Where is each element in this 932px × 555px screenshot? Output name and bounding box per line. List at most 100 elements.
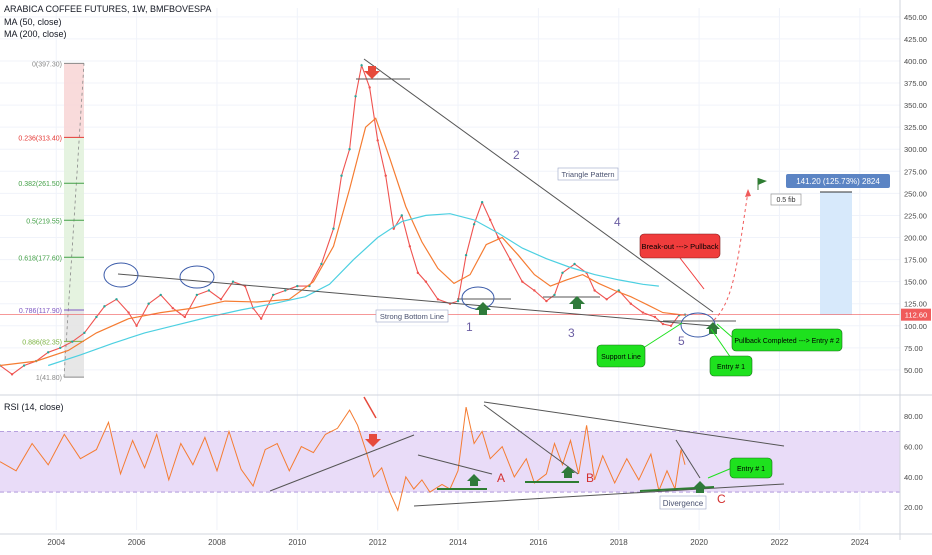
ma50-legend[interactable]: MA (50, close) [4,17,62,27]
entry1-price-text: Entry # 1 [717,364,745,371]
price-tick-label-8: 250.00 [904,189,927,198]
price-point-47 [480,201,484,204]
rsi-a-resistance[interactable] [417,454,493,475]
price-tick-label-10: 200.00 [904,234,927,243]
wave-label-4: 4 [614,215,621,229]
strong-bottom-line-label[interactable]: Strong Bottom Line [375,309,449,323]
ma200-legend[interactable]: MA (200, close) [4,29,67,39]
price-point-11 [127,311,130,314]
price-point-26 [296,284,299,288]
series-line-price [0,63,686,375]
entry1-price-callout[interactable]: Entry # 1 [709,355,753,377]
fib-zone-top [64,63,84,138]
rsi-label-b: B [586,471,594,485]
price-point-48 [488,218,492,222]
price-point-12 [135,324,138,327]
divergence-text: Divergence [663,499,704,508]
rsi-c-resistance[interactable] [675,439,701,479]
support-callout-line [639,322,683,351]
price-tick-label-12: 150.00 [904,278,927,287]
fib-level-label-1: 0.236(313.40) [18,135,62,142]
price-point-14 [159,293,162,297]
divergence-label[interactable]: Divergence [659,495,707,510]
price-point-6 [71,340,74,343]
projection-label[interactable]: 141.20 (125.73%) 2824 [786,174,890,188]
strong-bottom-line-text: Strong Bottom Line [380,312,444,321]
price-point-55 [561,271,564,275]
price-point-40 [416,271,420,275]
price-point-15 [171,306,174,310]
price-point-42 [436,298,440,301]
price-point-31 [348,148,351,151]
wave-label-5: 5 [678,334,685,348]
rsi-green-arrow-up-icon-c [693,481,707,493]
price-point-44 [456,299,460,303]
price-point-30 [340,174,343,177]
price-tick-label-15: 75.00 [904,344,923,353]
fib-level-label-4: 0.618(177.60) [18,255,62,262]
support-line-text: Support Line [601,354,641,361]
price-point-1 [10,373,14,376]
price-point-8 [95,315,98,319]
price-point-41 [424,280,428,283]
price-point-62 [641,311,645,314]
break-out-callout[interactable]: Break-out ---> Pullback [639,233,721,259]
price-point-64 [661,322,665,326]
price-point-53 [545,299,548,303]
entry1-rsi-callout[interactable]: Entry # 1 [729,457,773,479]
circle-2007[interactable] [179,265,215,289]
breakout-callout-line [679,257,705,290]
half-fib-label[interactable]: 0.5 fib [770,193,802,206]
price-point-49 [497,236,500,239]
triangle-pattern-text: Triangle Pattern [561,170,614,179]
strong-bottom-line[interactable] [117,273,714,327]
entry-callout-line-rsi [707,467,733,479]
red-arrow-down-icon [364,66,380,79]
wave-label-1: 1 [466,320,473,334]
price-point-45 [464,253,468,257]
price-tick-label-14: 100.00 [904,322,927,331]
green-arrow-up-icon-1 [475,302,491,315]
annotations-layer: 1 2 3 4 5 A B C Triangle Pattern Strong … [375,148,890,510]
price-point-18 [207,289,211,292]
rsi-red-arrow-line [363,396,377,419]
price-point-32 [354,95,357,98]
price-point-35 [376,139,379,142]
price-tick-label-1: 425.00 [904,35,927,44]
price-tick-label-13: 125.00 [904,300,927,309]
price-point-37 [392,227,395,230]
entry-callout-line-price [710,328,732,359]
price-point-10 [115,298,118,301]
time-tick-label-2: 2008 [208,538,226,547]
pullback-callout-line [716,323,734,339]
projection-box [820,192,852,315]
pullback-completed-callout[interactable]: Pullback Completed ---> Entry # 2 [731,328,843,352]
rsi-label-c: C [717,492,726,506]
price-point-52 [533,289,536,292]
rsi-bottom-trendline[interactable] [413,483,785,507]
rsi-b-resistance[interactable] [483,404,579,475]
support-line-callout[interactable]: Support Line [596,344,646,368]
fib-level-label-5: 0.786(117.90) [19,308,62,315]
rsi-tick-label-3: 20.00 [904,503,923,512]
price-point-16 [183,315,187,319]
price-point-24 [272,293,275,297]
rsi-top-trendline[interactable] [483,401,785,447]
flag-icon [758,178,767,185]
time-tick-label-3: 2010 [288,538,306,547]
time-tick-label-4: 2012 [369,538,387,547]
rsi-green-arrow-up-icon-a [467,474,481,486]
price-point-2 [22,364,26,367]
price-point-4 [47,351,50,354]
time-tick-label-8: 2020 [690,538,708,547]
rsi-tick-label-2: 40.00 [904,473,923,482]
projection-text: 141.20 (125.73%) 2824 [796,177,880,186]
triangle-top-line[interactable] [363,58,714,313]
rsi-legend[interactable]: RSI (14, close) [4,402,64,412]
triangle-pattern-label[interactable]: Triangle Pattern [557,167,619,181]
circle-2005[interactable] [103,262,139,288]
rsi-rising-line[interactable] [269,434,415,492]
price-point-50 [509,258,512,261]
